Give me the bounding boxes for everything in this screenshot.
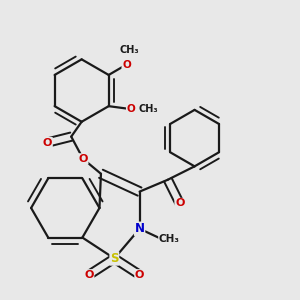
- Text: CH₃: CH₃: [159, 234, 180, 244]
- Text: CH₃: CH₃: [119, 45, 139, 55]
- Text: O: O: [43, 138, 52, 148]
- Text: S: S: [110, 252, 118, 265]
- Text: O: O: [175, 199, 184, 208]
- Text: O: O: [78, 154, 88, 164]
- Text: O: O: [84, 270, 94, 280]
- Text: CH₃: CH₃: [138, 104, 158, 114]
- Text: O: O: [122, 59, 131, 70]
- Text: N: N: [135, 222, 145, 235]
- Text: O: O: [127, 104, 135, 114]
- Text: O: O: [135, 270, 144, 280]
